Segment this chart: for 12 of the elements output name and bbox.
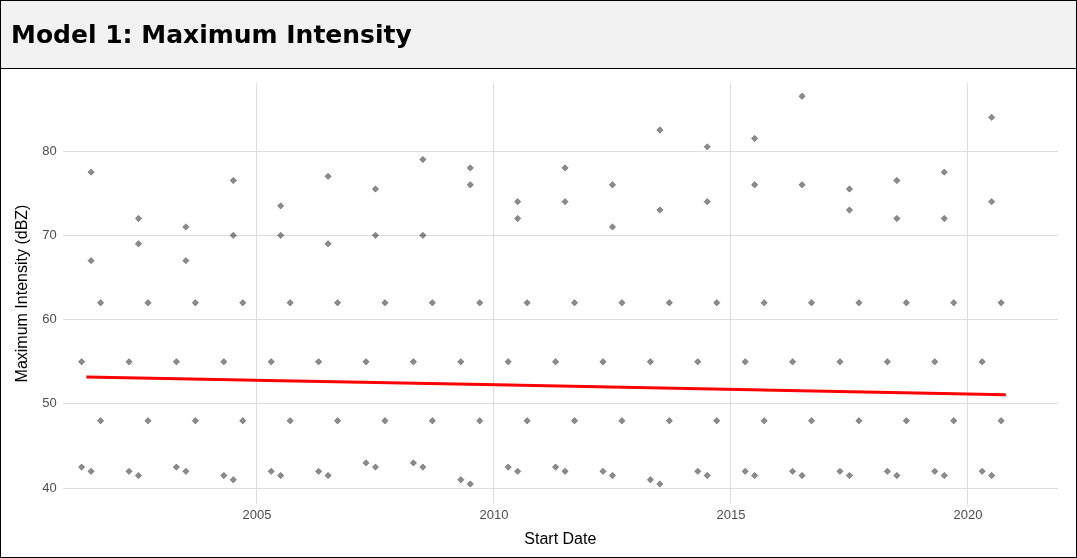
x-tick-label: 2010	[479, 506, 509, 522]
x-tick-label: 2015	[716, 506, 746, 522]
y-tick-label: 50	[42, 395, 57, 411]
y-tick-label: 70	[42, 226, 57, 242]
x-axis-title: Start Date	[524, 529, 597, 547]
y-tick-label: 80	[42, 142, 57, 158]
chart-title: Model 1: Maximum Intensity	[1, 1, 1076, 69]
y-tick-label: 40	[42, 479, 57, 495]
y-axis-title: Maximum Intensity (dBZ)	[13, 204, 31, 383]
x-tick-label: 2005	[242, 506, 272, 522]
x-tick-label: 2020	[953, 506, 983, 522]
y-tick-label: 60	[42, 311, 57, 327]
